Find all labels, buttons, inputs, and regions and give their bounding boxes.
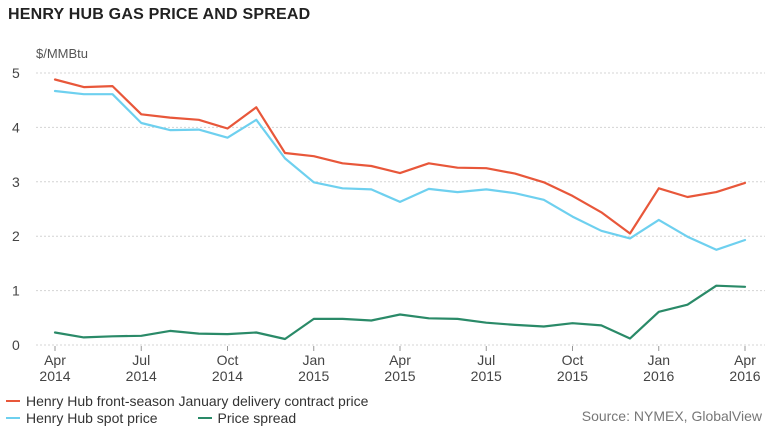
y-tick-label: 4 [12, 119, 20, 135]
series-line-price-spread [53, 284, 747, 341]
legend-label-spot: Henry Hub spot price [26, 409, 158, 426]
series-line-spot-price [53, 89, 747, 251]
x-tick-label-year: 2016 [729, 368, 760, 384]
x-tick-label-year: 2015 [298, 368, 329, 384]
legend-label-contract: Henry Hub front-season January delivery … [26, 392, 369, 409]
x-tick-label-year: 2014 [212, 368, 243, 384]
series-lines [53, 78, 747, 341]
x-tick-label-month: Jan [302, 352, 325, 368]
legend: Henry Hub front-season January delivery … [6, 392, 408, 426]
source-note: Source: NYMEX, GlobalView [581, 408, 762, 424]
legend-swatch-spot [6, 416, 20, 419]
x-tick-label-month: Jul [132, 352, 150, 368]
x-tick-label-month: Apr [44, 352, 66, 368]
x-tick-label-year: 2014 [126, 368, 157, 384]
x-tick-label-year: 2015 [557, 368, 588, 384]
legend-item-contract: Henry Hub front-season January delivery … [6, 393, 368, 409]
legend-item-spot: Henry Hub spot price [6, 410, 158, 426]
x-axis-ticks: Apr2014Jul2014Oct2014Jan2015Apr2015Jul20… [39, 346, 761, 384]
x-tick-label-month: Jul [477, 352, 495, 368]
x-tick-label-year: 2016 [643, 368, 674, 384]
y-axis-unit-label: $/MMBtu [36, 46, 89, 61]
x-tick-label-month: Jan [647, 352, 670, 368]
y-tick-label: 0 [12, 337, 20, 353]
x-tick-label-month: Apr [734, 352, 756, 368]
legend-swatch-contract [6, 399, 20, 402]
y-tick-label: 3 [12, 174, 20, 190]
y-tick-label: 1 [12, 283, 20, 299]
x-tick-label-year: 2014 [39, 368, 70, 384]
chart-title: HENRY HUB GAS PRICE AND SPREAD [8, 6, 311, 23]
legend-label-spread: Price spread [217, 409, 297, 426]
x-tick-label-year: 2015 [384, 368, 415, 384]
x-tick-label-month: Apr [389, 352, 411, 368]
legend-row-1: Henry Hub front-season January delivery … [6, 392, 408, 409]
y-tick-label: 2 [12, 228, 20, 244]
x-tick-label-year: 2015 [471, 368, 502, 384]
legend-swatch-spread [197, 416, 212, 419]
legend-row-2: Henry Hub spot price Price spread [6, 409, 408, 426]
series-line-contract-price [53, 78, 747, 235]
x-tick-label-month: Oct [562, 352, 584, 368]
legend-item-spread: Price spread [197, 409, 297, 426]
x-tick-label-month: Oct [217, 352, 239, 368]
y-tick-label: 5 [12, 65, 20, 81]
y-axis-ticks: 0 1 2 3 4 5 [12, 65, 20, 353]
